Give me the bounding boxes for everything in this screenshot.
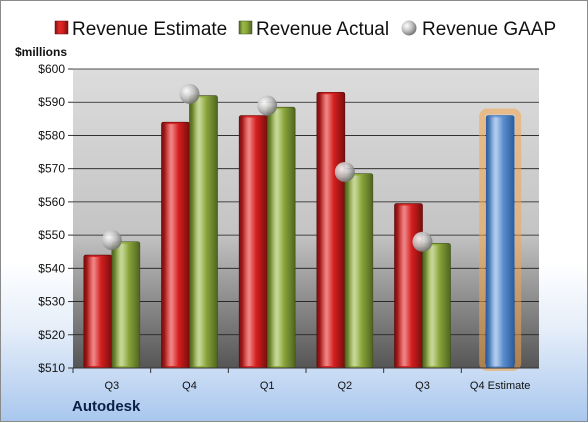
bars	[83, 91, 522, 371]
gaap-point	[412, 231, 433, 252]
bar-highlight	[192, 97, 213, 367]
y-tick-label: $560	[38, 195, 65, 209]
x-tick-label: Q1	[260, 380, 275, 392]
y-tick-label: $520	[38, 328, 65, 342]
plot-area	[73, 69, 539, 368]
legend-item-revenue-gaap: Revenue GAAP	[401, 19, 556, 40]
legend-swatch-estimate	[54, 20, 69, 35]
bar-highlight	[397, 205, 418, 366]
bar-highlight	[270, 109, 291, 366]
y-tick-label: $510	[38, 361, 65, 375]
legend-swatch-gaap	[401, 20, 417, 36]
bar-highlight	[242, 117, 263, 366]
legend-label-gaap: Revenue GAAP	[422, 19, 556, 40]
legend-item-revenue-estimate: Revenue Estimate	[54, 19, 227, 40]
y-axis-unit-label: $millions	[15, 45, 67, 59]
bar-highlight	[319, 94, 340, 366]
y-tick-label: $540	[38, 261, 65, 275]
gaap-point	[334, 161, 355, 182]
y-tick-label: $570	[38, 162, 65, 176]
gaap-point	[179, 83, 200, 104]
gaap-point	[257, 95, 278, 116]
y-tick-label: $580	[38, 128, 65, 142]
gaap-points	[101, 83, 433, 252]
x-tick-label: Q3	[104, 380, 119, 392]
x-tick-label: Q4	[182, 380, 197, 392]
company-name: Autodesk	[72, 398, 141, 415]
y-tick-label: $530	[38, 295, 65, 309]
x-tick-label: Q3	[415, 380, 430, 392]
legend-item-revenue-actual: Revenue Actual	[238, 19, 389, 40]
x-tick-label: Q2	[337, 380, 352, 392]
gaap-point	[101, 230, 122, 251]
bar-highlight	[86, 257, 107, 366]
x-axis-ticks: Q3 Q4 Q1 Q2 Q3 Q4 Estimate	[72, 368, 531, 392]
y-tick-label: $590	[38, 95, 65, 109]
legend: Revenue Estimate Revenue Actual Revenue …	[54, 19, 556, 40]
y-tick-label: $600	[38, 62, 65, 76]
legend-label-actual: Revenue Actual	[256, 19, 389, 40]
bar-highlight	[114, 243, 135, 366]
y-axis-ticks: $510 $520 $530 $540 $550 $560 $570 $580 $590 $600	[38, 62, 73, 375]
bar-highlight	[347, 175, 368, 366]
gridlines	[73, 68, 539, 336]
bar-highlight	[425, 245, 446, 366]
bar-highlight	[489, 117, 510, 366]
legend-label-estimate: Revenue Estimate	[72, 19, 227, 40]
bar-highlight	[164, 124, 185, 367]
y-tick-label: $550	[38, 228, 65, 242]
x-tick-label: Q4 Estimate	[470, 380, 531, 392]
legend-swatch-actual	[238, 20, 253, 35]
